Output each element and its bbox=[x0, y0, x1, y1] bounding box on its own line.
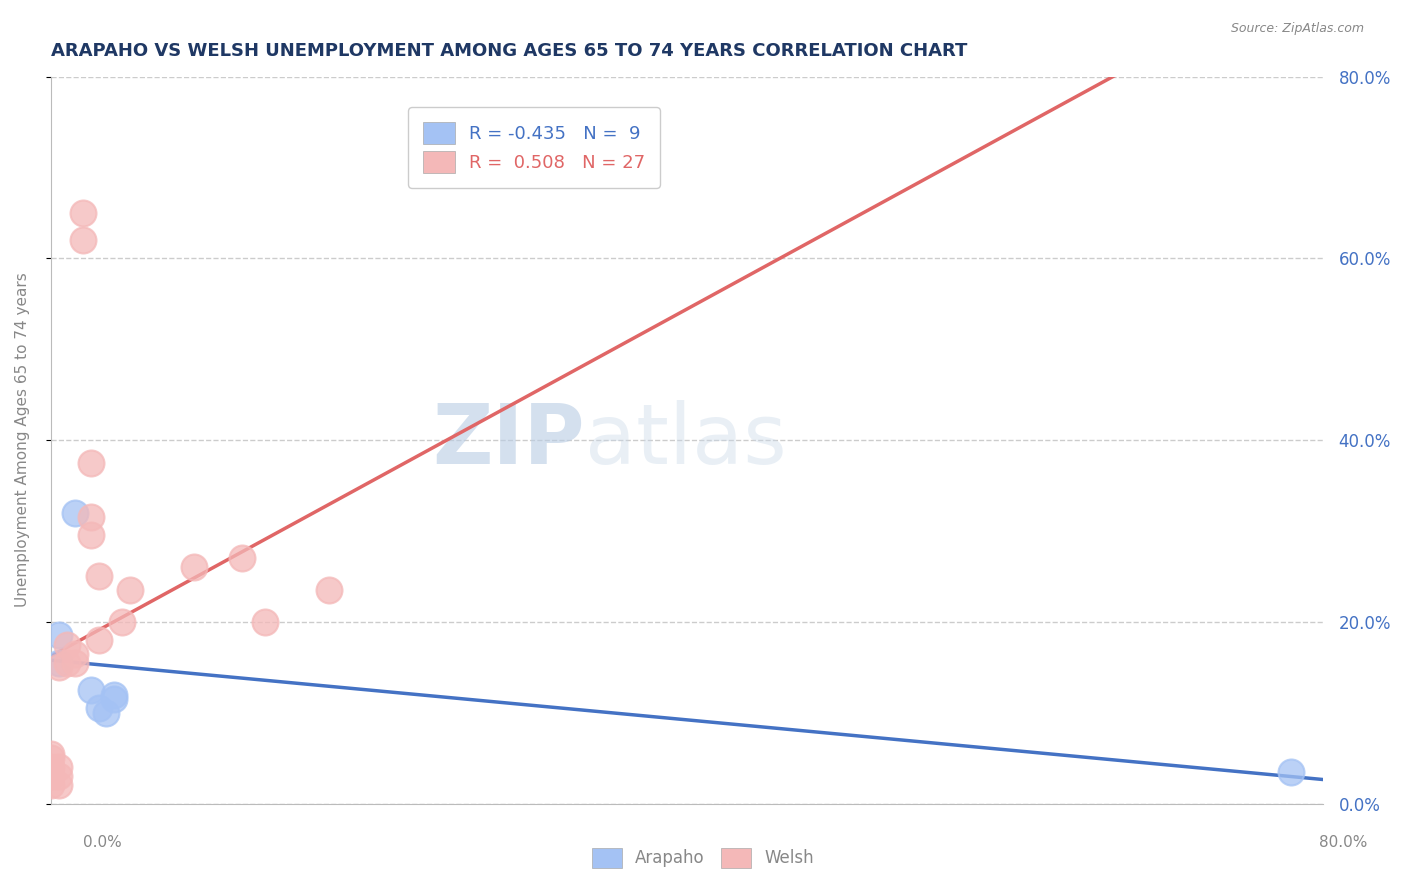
Point bbox=[48, 656, 70, 670]
Legend: Arapaho, Welsh: Arapaho, Welsh bbox=[585, 841, 821, 875]
Point bbox=[87, 632, 110, 647]
Text: ZIP: ZIP bbox=[433, 400, 585, 481]
Point bbox=[39, 751, 62, 765]
Text: 80.0%: 80.0% bbox=[1319, 836, 1367, 850]
Point bbox=[48, 660, 70, 674]
Point bbox=[1279, 764, 1302, 779]
Point bbox=[63, 647, 86, 661]
Point bbox=[79, 528, 101, 542]
Text: atlas: atlas bbox=[585, 400, 787, 481]
Legend: R = -0.435   N =  9, R =  0.508   N = 27: R = -0.435 N = 9, R = 0.508 N = 27 bbox=[408, 107, 659, 187]
Point bbox=[79, 510, 101, 524]
Point bbox=[48, 778, 70, 792]
Point bbox=[39, 760, 62, 774]
Point bbox=[39, 769, 62, 783]
Point bbox=[120, 582, 142, 597]
Point bbox=[318, 582, 340, 597]
Point bbox=[87, 569, 110, 583]
Text: 0.0%: 0.0% bbox=[83, 836, 122, 850]
Point bbox=[103, 688, 125, 702]
Point bbox=[231, 551, 253, 566]
Point bbox=[63, 656, 86, 670]
Point bbox=[48, 760, 70, 774]
Point bbox=[39, 747, 62, 761]
Text: Source: ZipAtlas.com: Source: ZipAtlas.com bbox=[1230, 22, 1364, 36]
Point bbox=[96, 706, 118, 720]
Point bbox=[72, 206, 94, 220]
Point bbox=[254, 615, 277, 629]
Point bbox=[87, 701, 110, 715]
Point bbox=[39, 778, 62, 792]
Point bbox=[79, 456, 101, 470]
Point bbox=[103, 692, 125, 706]
Point bbox=[48, 628, 70, 642]
Point bbox=[111, 615, 134, 629]
Point bbox=[183, 560, 205, 574]
Text: ARAPAHO VS WELSH UNEMPLOYMENT AMONG AGES 65 TO 74 YEARS CORRELATION CHART: ARAPAHO VS WELSH UNEMPLOYMENT AMONG AGES… bbox=[51, 42, 967, 60]
Point bbox=[55, 638, 77, 652]
Point bbox=[39, 769, 62, 783]
Point bbox=[79, 683, 101, 698]
Point bbox=[72, 233, 94, 247]
Point bbox=[48, 769, 70, 783]
Y-axis label: Unemployment Among Ages 65 to 74 years: Unemployment Among Ages 65 to 74 years bbox=[15, 273, 30, 607]
Point bbox=[63, 506, 86, 520]
Point bbox=[55, 656, 77, 670]
